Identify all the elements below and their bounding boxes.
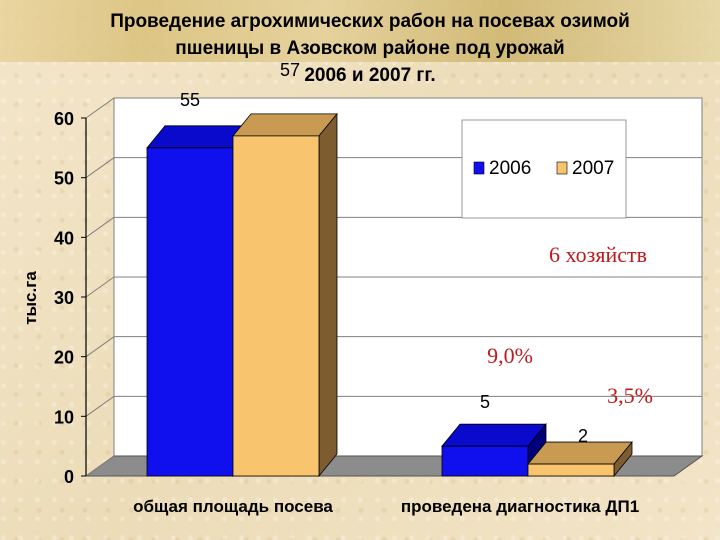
- data-label: 5: [480, 392, 490, 412]
- data-label: 2: [578, 426, 588, 446]
- gridline-side: [85, 455, 115, 477]
- bar-2007-1: [527, 463, 615, 477]
- bars: 55 57 5 2: [146, 60, 633, 478]
- y-tick-label: 50: [54, 169, 74, 189]
- bar-2006-0: [146, 147, 234, 477]
- gridline-side: [85, 97, 115, 119]
- gridline-side: [85, 395, 115, 417]
- legend: 2006 2007: [461, 119, 627, 219]
- annotation-farms-count: 6 хозяйств: [549, 242, 647, 267]
- chart-title: Проведение агрохимических рабон на посев…: [90, 8, 650, 89]
- y-tick-label: 20: [54, 348, 74, 368]
- bar-2007-0: [232, 135, 320, 477]
- header-background-band: [0, 0, 720, 62]
- gridline-side: [85, 157, 115, 179]
- y-tick-label: 10: [54, 407, 74, 427]
- y-axis-title: тыс.га: [21, 271, 40, 325]
- legend-swatch-2006: [473, 161, 485, 175]
- annotation-percent-2006: 9,0%: [487, 343, 533, 368]
- x-tick-label: проведена диагностика ДП1: [401, 497, 639, 516]
- y-tick-label: 0: [64, 467, 74, 487]
- gridline-side: [85, 336, 115, 358]
- y-tick-label: 60: [54, 109, 74, 129]
- annotation-percent-2007: 3,5%: [607, 383, 653, 408]
- data-label: 57: [280, 60, 300, 80]
- legend-label-2006: 2006: [489, 158, 531, 179]
- gridline-side: [85, 276, 115, 298]
- data-label: 55: [180, 90, 200, 110]
- bar-2006-1: [441, 445, 529, 477]
- y-tick-label: 40: [54, 228, 74, 248]
- y-axis: 0 10 20 30 40 50 60: [54, 109, 87, 487]
- chart-title-line: пшеницы в Азовском районе под урожай: [175, 38, 565, 59]
- y-tick-label: 30: [54, 288, 74, 308]
- legend-box: [461, 119, 627, 219]
- legend-label-2007: 2007: [572, 158, 614, 179]
- gridline-side: [85, 216, 115, 238]
- legend-swatch-2007: [556, 161, 568, 175]
- bar-side-2007-0: [318, 112, 338, 478]
- chart-title-line: Проведение агрохимических рабон на посев…: [110, 11, 630, 32]
- chart-title-line: 2006 и 2007 гг.: [304, 65, 436, 86]
- x-tick-label: общая площадь посева: [133, 497, 333, 516]
